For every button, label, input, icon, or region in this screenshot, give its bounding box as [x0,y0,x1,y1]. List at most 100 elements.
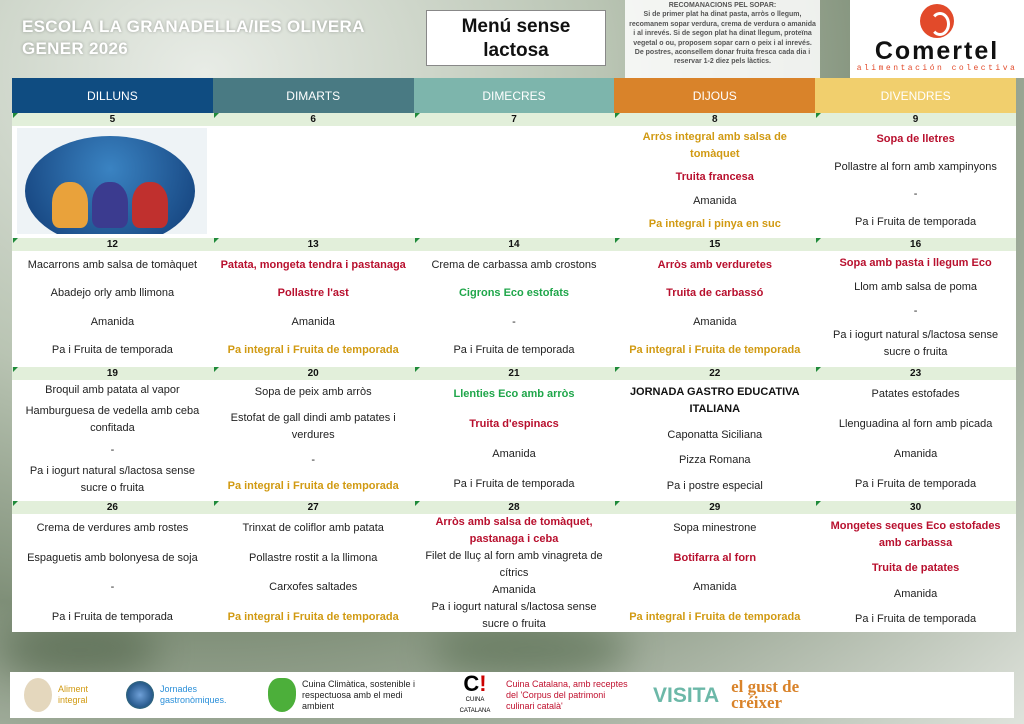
day-menu-cell: Arròs amb salsa de tomàquet, pastanaga i… [414,514,615,632]
dish: Truita de carbassó [666,287,764,300]
dish: Broquil amb patata al vapor [45,384,180,397]
dish: Pa i iogurt natural s/lactosa sense sucr… [29,464,195,494]
day-menu-cell [213,126,414,236]
dish: Pa integral i Fruita de temporada [227,344,399,357]
day-header-dimecres: DIMECRES [413,78,615,113]
wheat-icon [24,678,52,712]
date-number: 6 [213,113,414,126]
dish: Pa integral i Fruita de temporada [227,479,399,492]
day-menu-cell: Broquil amb patata al vapor Hamburguesa d… [12,380,213,499]
day-menu-cell: Crema de verdures amb rostes Espaguetis a… [12,514,213,632]
day-menu-cell: Sopa de lletres Pollastre al forn amb xam… [815,126,1016,236]
date-number: 15 [614,238,815,251]
logo-text: CUINA CATALANA [459,697,491,714]
dish: - [512,315,516,328]
dish: Botifarra al forn [673,551,757,564]
day-menu-cell: Mongetes seques Eco estofades amb carbas… [815,514,1016,632]
dish: Pa i Fruita de temporada [855,215,977,228]
dish: Amanida [90,315,135,328]
day-menu-cell: Trinxat de coliflor amb patata Pollastre … [213,514,414,632]
date-row: 26 27 28 29 30 [12,501,1016,514]
dish: Amanida [693,581,737,594]
menu-type-label: Menú sense lactosa [426,10,606,66]
dish: Amanida [291,315,335,328]
brand-name: Comertel [874,37,1000,65]
dish: Patates estofades [871,388,960,401]
day-header-dimarts: DIMARTS [212,78,414,113]
day-menu-cell: Llenties Eco amb arròs Truita d'espinacs A… [414,380,615,499]
dish: Filet de lluç al forn amb vinagreta de c… [425,550,603,579]
date-number: 22 [614,367,815,380]
three-kings-illustration [17,128,208,234]
dish: Pa i Fruita de temporada [51,344,173,357]
legend-cuina-climatica: Cuina Climàtica, sostenible i respectuos… [268,678,432,712]
dish: Truita francesa [675,171,754,184]
dish: Sopa amb pasta i llegum Eco [839,256,992,269]
dish: Abadejo orly amb llimona [50,287,175,300]
day-menu-cell: Arròs amb verduretes Truita de carbassó Am… [614,251,815,365]
dish: Amanida [492,584,536,596]
brand-tagline: alimentación colectiva [856,64,1018,73]
dish: Sopa de peix amb arròs [254,386,372,399]
dish: Sopa de lletres [876,133,955,146]
dish: Macarrons amb salsa de tomàquet [27,258,198,271]
dish: Pa integral i Fruita de temporada [629,610,801,623]
day-menu-cell: Macarrons amb salsa de tomàquet Abadejo o… [12,251,213,365]
dish: Pa i iogurt natural s/lactosa sense sucr… [431,601,597,630]
dish: Pollastre l'ast [277,287,349,300]
dish: Arròs amb salsa de tomàquet, pastanaga i… [435,516,593,545]
day-header-dilluns: DILLUNS [12,78,213,113]
day-menu-cell: Sopa minestrone Botifarra al forn Amanida P… [614,514,815,632]
dish: Pa integral i Fruita de temporada [227,610,399,623]
weekday-header: DILLUNS DIMARTS DIMECRES DIJOUS DIVENDRE… [12,78,1016,113]
dish: Pa integral i Fruita de temporada [629,344,801,357]
dish: Cigrons Eco estofats [458,287,569,300]
dish: Patata, mongeta tendra i pastanaga [220,258,406,271]
legend-cuina-catalana: C! CUINA CATALANA Cuina Catalana, amb re… [450,673,631,717]
date-number: 21 [414,367,615,380]
dish: - [913,305,918,318]
date-number: 30 [815,501,1016,514]
legend-label: Cuina Catalana, amb receptes del 'Corpus… [506,678,628,711]
date-number: 13 [213,238,414,251]
dish: Estofat de gall dindi amb patates i verd… [230,411,396,441]
dish: Amanida [893,447,938,460]
date-row: 12 13 14 15 16 [12,238,1016,251]
dish: Crema de carbassa amb crostons [431,258,597,271]
dish: Pa i Fruita de temporada [855,477,977,490]
date-number: 14 [414,238,615,251]
date-number: 16 [815,238,1016,251]
header-title: ESCOLA LA GRANADELLA/IES OLIVERA GENER 2… [22,16,365,60]
dish: Arròs amb verduretes [657,258,772,271]
cuina-catalana-logo: C! CUINA CATALANA [450,673,500,717]
dinner-recommendations: RECOMANACIONS PEL SOPAR: Si de primer pl… [625,0,820,78]
dish: Truita d'espinacs [469,418,559,431]
date-number: 28 [414,501,615,514]
dish: Trinxat de coliflor amb patata [242,522,384,535]
dish: - [311,454,316,467]
week-row: 26 27 28 29 30 Crema de verdures amb rostes Es… [12,501,1016,632]
globe-icon [126,681,154,709]
dish: - [110,443,115,456]
dish: Pollastre al forn amb xampinyons [834,160,997,173]
dish: Amanida [693,194,737,207]
dish: - [913,188,918,201]
dish: Sopa minestrone [673,522,757,535]
recommendations-title: RECOMANACIONS PEL SOPAR: [668,2,777,9]
date-number: 5 [12,113,213,126]
footer-legend: Aliment integral Jornades gastronòmiques… [10,672,1014,718]
legend-label: Jornades gastronòmiques. [160,684,227,705]
day-menu-cell: JORNADA GASTRO EDUCATIVA ITALIANA Caponat… [614,380,815,499]
legend-label: Cuina Climàtica, sostenible i respectuos… [302,678,416,711]
date-row: 19 20 21 22 23 [12,367,1016,380]
month-label: GENER 2026 [22,39,128,58]
dish: Arròs integral amb salsa de tomàquet [642,131,787,161]
dish: Llenguadina al forn amb picada [838,418,993,431]
dish: Pizza Romana [679,454,751,467]
date-number: 19 [12,367,213,380]
dish: Pa i postre especial [666,479,763,492]
dish: Caponatta Siciliana [667,428,763,441]
visita-label: VISITA [653,683,720,707]
dish: JORNADA GASTRO EDUCATIVA ITALIANA [629,386,800,416]
week-row: 12 13 14 15 16 Macarrons amb salsa de tomàque… [12,238,1016,365]
